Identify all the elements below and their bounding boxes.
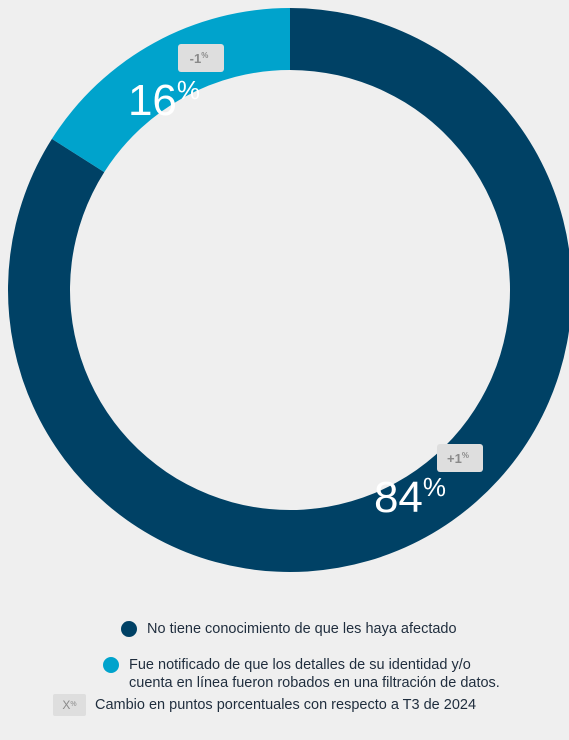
value-label-1: 84% [374, 472, 446, 522]
value-label-2: 16% [128, 75, 200, 125]
change-note-label: Cambio en puntos porcentuales con respec… [95, 697, 477, 713]
legend-label-notified: Fue notificado de que los detalles de su… [129, 657, 500, 691]
value-number-1: 84 [374, 473, 423, 522]
value-unit-1: % [423, 472, 446, 502]
change-note-chip-text: X [62, 698, 71, 712]
legend-swatch-notified [103, 657, 119, 673]
donut-slice-2 [51, 8, 291, 173]
change-badge-text-2: -1% [190, 51, 209, 66]
change-badge-2: -1% [178, 44, 224, 72]
change-value-2: -1 [190, 51, 202, 66]
value-number-2: 16 [128, 76, 177, 125]
change-badge-bg-2 [178, 44, 224, 72]
donut-chart: 84%+1%16%-1% [8, 8, 569, 572]
legend-swatch-unaware [121, 621, 137, 637]
legend-label-unaware: No tiene conocimiento de que les haya af… [147, 621, 457, 637]
change-note-chip: X% [53, 694, 86, 716]
legend-item-unaware: No tiene conocimiento de que les haya af… [121, 620, 457, 638]
value-unit-2: % [177, 75, 200, 105]
change-note-chip-unit: % [70, 701, 77, 708]
change-unit-1: % [462, 451, 469, 460]
legend-item-notified: Fue notificado de que los detalles de su… [103, 656, 500, 692]
change-unit-2: % [201, 51, 208, 60]
change-badge-text-1: +1% [447, 451, 469, 466]
change-badge-1: +1% [437, 444, 483, 472]
change-badge-bg-1 [437, 444, 483, 472]
change-value-1: +1 [447, 451, 462, 466]
legend-item-change-note: X% Cambio en puntos porcentuales con res… [53, 694, 476, 716]
